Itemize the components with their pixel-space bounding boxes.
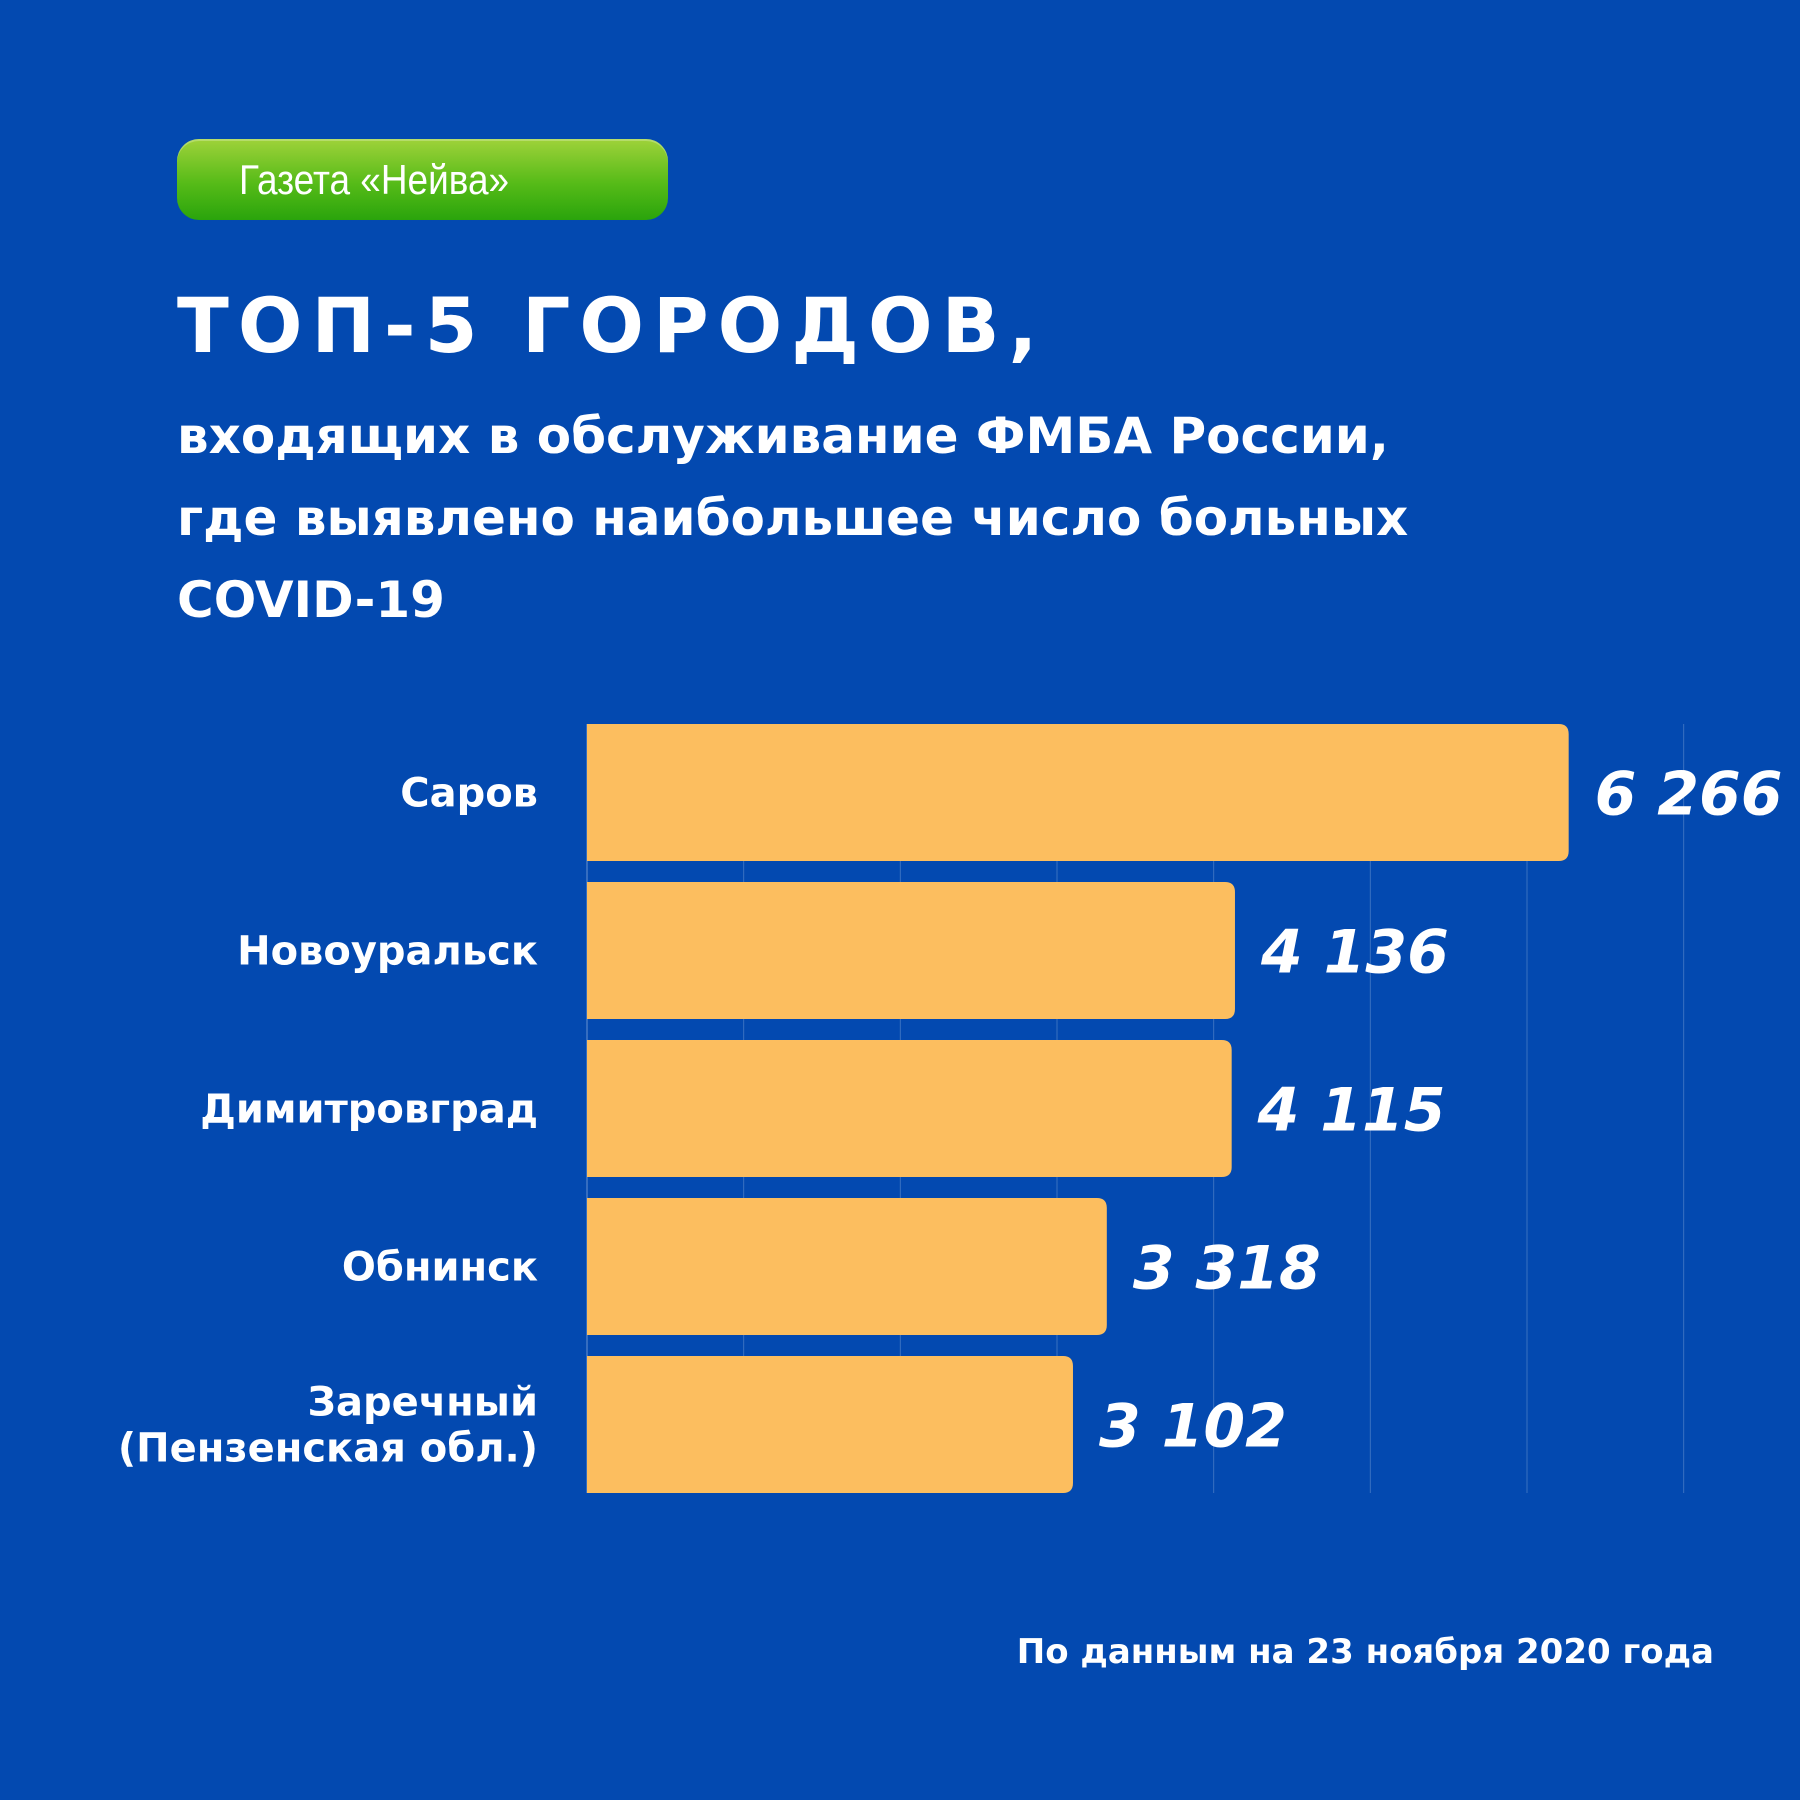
bar-group-0: 6 266 Саров: [400, 724, 1783, 861]
value-label: 4 136: [1260, 918, 1449, 988]
subtitle-line-1: входящих в обслуживание ФМБА России,: [177, 407, 1389, 465]
bar: [587, 1356, 1073, 1493]
subtitle-line-2: где выявлено наибольшее число больных: [177, 489, 1409, 547]
chart-subtitle: входящих в обслуживание ФМБА России, где…: [177, 395, 1677, 641]
bar-group-2: 4 115 Димитровград: [200, 1040, 1446, 1177]
value-label: 4 115: [1257, 1076, 1446, 1146]
value-label: 6 266: [1595, 760, 1783, 830]
source-badge-label: Газета «Нейва»: [239, 155, 510, 203]
subtitle-line-3: COVID-19: [177, 571, 445, 629]
category-label: Заречный: [308, 1380, 538, 1426]
bar: [587, 724, 1569, 861]
category-label: Саров: [400, 771, 538, 817]
bar: [587, 882, 1235, 1019]
data-date-footnote: По данным на 23 ноября 2020 года: [1016, 1632, 1714, 1672]
category-label: (Пензенская обл.): [118, 1426, 538, 1472]
category-label: Новоуральск: [237, 929, 538, 975]
bar-group-1: 4 136 Новоуральск: [237, 882, 1449, 1019]
bar-group-3: 3 318 Обнинск: [342, 1198, 1321, 1335]
bar: [587, 1040, 1232, 1177]
source-badge: Газета «Нейва»: [177, 139, 668, 220]
value-label: 3 318: [1133, 1234, 1321, 1304]
bar-group-4: 3 102 Заречный(Пензенская обл.): [118, 1356, 1287, 1493]
category-label: Димитровград: [200, 1087, 538, 1133]
bar: [587, 1198, 1107, 1335]
chart-title: ТОП-5 ГОРОДОВ,: [177, 281, 1047, 370]
value-label: 3 102: [1099, 1392, 1287, 1462]
category-label: Обнинск: [342, 1245, 538, 1291]
